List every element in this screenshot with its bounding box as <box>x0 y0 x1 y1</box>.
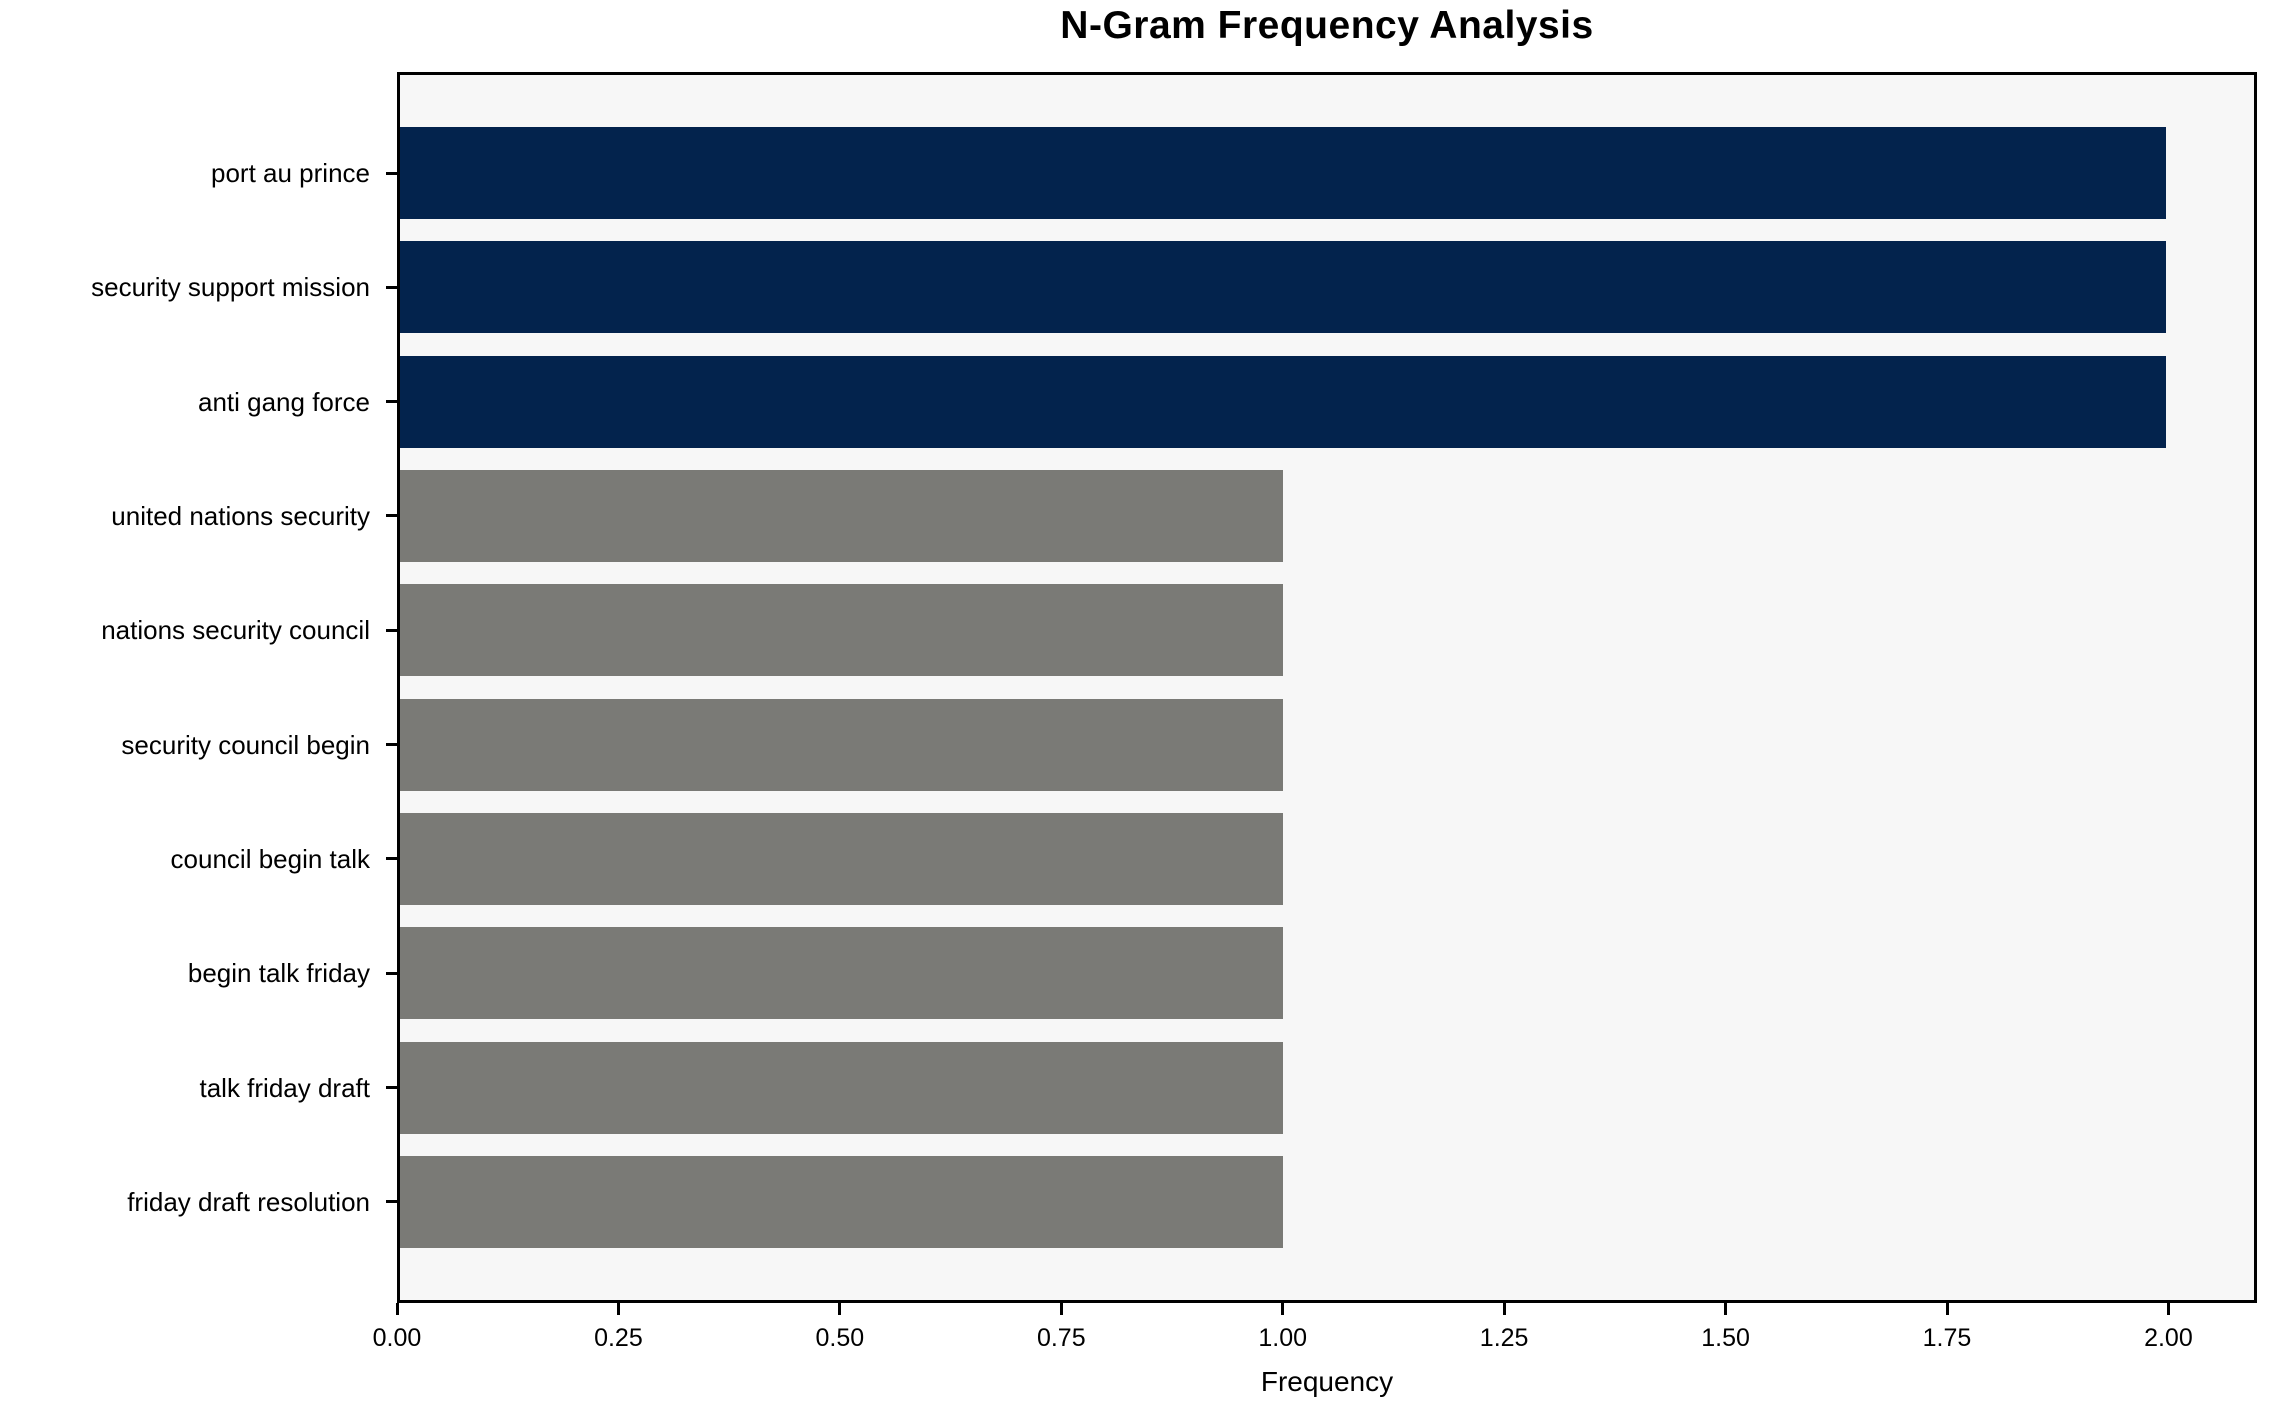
x-tick-mark <box>1502 1303 1506 1315</box>
chart-title: N-Gram Frequency Analysis <box>1060 4 1594 47</box>
x-tick-mark <box>616 1303 620 1315</box>
bar <box>400 927 1283 1020</box>
x-tick-label: 0.75 <box>1036 1324 1086 1352</box>
bar <box>400 1041 1283 1134</box>
y-tick-label: security council begin <box>121 729 370 760</box>
y-tick-mark <box>386 971 397 975</box>
y-tick-mark <box>386 171 397 175</box>
x-tick-mark <box>1945 1303 1949 1315</box>
y-tick-label: security support mission <box>91 272 370 303</box>
x-tick-label: 0.25 <box>594 1324 643 1352</box>
x-tick-label: 0.00 <box>372 1324 422 1352</box>
x-tick-mark <box>1724 1303 1728 1315</box>
x-tick-label: 1.25 <box>1479 1324 1529 1352</box>
bar <box>400 584 1283 677</box>
y-tick-mark <box>386 514 397 518</box>
y-tick-label: port au prince <box>211 158 370 188</box>
x-tick-label: 0.50 <box>815 1324 865 1352</box>
x-tick-label: 1.00 <box>1258 1324 1308 1352</box>
y-tick-mark <box>386 743 397 747</box>
x-tick-label: 2.00 <box>2144 1324 2193 1352</box>
x-tick-mark <box>1059 1303 1063 1315</box>
y-tick-mark <box>386 1086 397 1090</box>
plot-area <box>397 72 2257 1303</box>
x-tick-mark <box>838 1303 842 1315</box>
x-tick-label: 1.50 <box>1701 1324 1750 1352</box>
x-tick-label: 1.75 <box>1922 1324 1972 1352</box>
bar <box>400 469 1283 562</box>
y-tick-mark <box>386 857 397 861</box>
y-tick-label: friday draft resolution <box>127 1186 370 1217</box>
y-tick-label: nations security council <box>101 615 370 646</box>
y-tick-label: council begin talk <box>170 843 370 874</box>
bar <box>400 698 1283 791</box>
y-tick-label: begin talk friday <box>187 958 370 989</box>
y-tick-label: united nations security <box>111 500 370 531</box>
x-tick-mark <box>395 1303 399 1315</box>
bar <box>400 241 2166 334</box>
bar <box>400 1155 1283 1248</box>
y-tick-mark <box>386 1200 397 1204</box>
y-tick-label: talk friday draft <box>199 1072 370 1103</box>
y-tick-mark <box>386 285 397 289</box>
y-tick-label: anti gang force <box>197 386 370 417</box>
y-tick-mark <box>386 628 397 632</box>
x-tick-mark <box>2166 1303 2170 1315</box>
bar <box>400 127 2166 219</box>
x-tick-mark <box>1281 1303 1285 1315</box>
bar <box>400 355 2166 448</box>
x-axis-label: Frequency <box>1260 1366 1394 1397</box>
y-tick-mark <box>386 400 397 404</box>
bar <box>400 812 1283 905</box>
